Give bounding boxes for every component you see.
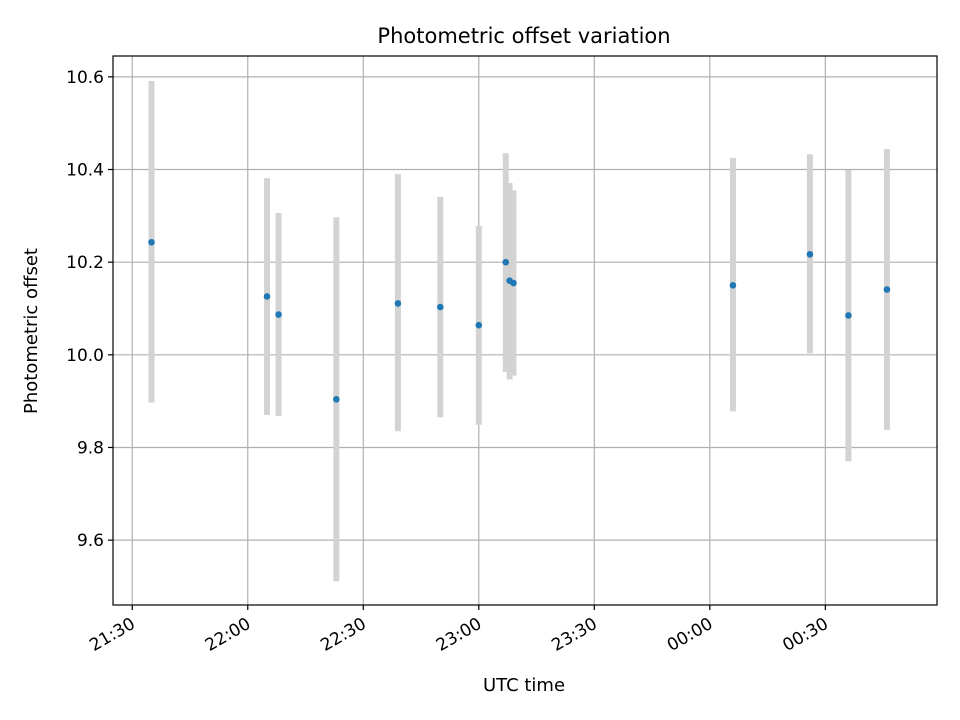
grid	[113, 56, 937, 605]
data-point	[275, 311, 282, 318]
data-points	[148, 238, 891, 403]
data-point	[475, 321, 483, 329]
y-tick-label: 10.0	[66, 346, 104, 366]
y-tick-label: 9.8	[77, 438, 104, 458]
plot-frame	[112, 55, 938, 606]
data-point	[394, 300, 402, 307]
data-point	[148, 238, 155, 246]
data-point	[333, 395, 340, 403]
data-point	[806, 250, 814, 258]
data-point	[263, 293, 271, 300]
data-point	[845, 312, 852, 319]
data-point	[510, 279, 517, 287]
data-point	[436, 303, 444, 311]
data-point	[502, 258, 510, 266]
chart-title: Photometric offset variation	[377, 24, 670, 48]
y-tick-label: 10.4	[66, 161, 104, 181]
y-tick-label: 9.6	[77, 531, 104, 551]
data-point	[883, 286, 891, 293]
y-tick-label: 10.6	[66, 68, 104, 88]
data-point	[729, 282, 737, 289]
x-axis-title: UTC time	[483, 675, 565, 696]
y-axis-title: Photometric offset	[21, 248, 42, 414]
y-tick-label: 10.2	[66, 253, 104, 273]
y-axis: 9.6 9.8 10.0 10.2 10.4 10.6	[66, 68, 113, 551]
